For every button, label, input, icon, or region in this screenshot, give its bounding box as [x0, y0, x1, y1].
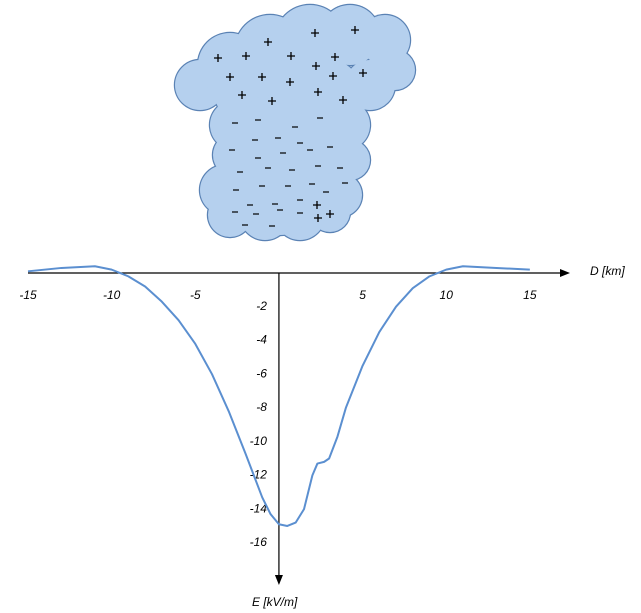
x-tick-label: 15: [523, 288, 537, 302]
y-tick-label: -14: [250, 501, 268, 515]
x-tick-label: -10: [103, 288, 121, 302]
cloud: [173, 3, 417, 242]
plus-sign: [331, 53, 339, 61]
data-line: [27, 265, 530, 527]
y-tick-label: -2: [256, 299, 267, 313]
x-tick-label: -5: [190, 288, 201, 302]
y-tick-label: -16: [250, 535, 268, 549]
plus-sign: [329, 72, 337, 80]
y-axis-label: E [kV/m]: [252, 595, 298, 609]
cloud-fill: [285, 105, 355, 175]
plus-sign: [287, 52, 295, 60]
plus-sign: [314, 88, 322, 96]
plus-sign: [238, 91, 246, 99]
cloud-fill: [245, 165, 315, 235]
cloud-fill: [225, 105, 295, 175]
plus-sign: [226, 73, 234, 81]
plus-sign: [314, 214, 322, 222]
x-tick-label: 5: [359, 288, 366, 302]
plus-sign: [326, 210, 334, 218]
y-tick-label: -6: [256, 366, 267, 380]
plus-sign: [312, 62, 320, 70]
cloud-fill: [208, 193, 252, 237]
plus-sign: [311, 29, 319, 37]
plus-sign: [286, 78, 294, 86]
y-axis-arrow: [274, 575, 283, 585]
plus-sign: [258, 73, 266, 81]
x-tick-label: -15: [19, 288, 37, 302]
y-tick-label: -8: [256, 400, 267, 414]
x-axis-arrow: [560, 269, 570, 277]
x-axis-label: D [km]: [590, 264, 625, 278]
plus-sign: [351, 26, 359, 34]
plus-sign: [359, 69, 367, 77]
x-tick-label: 10: [440, 288, 454, 302]
y-tick-label: -4: [256, 333, 267, 347]
plus-sign: [242, 52, 250, 60]
plus-sign: [268, 97, 276, 105]
y-tick-label: -10: [250, 434, 268, 448]
plus-sign: [339, 96, 347, 104]
plus-sign: [214, 54, 222, 62]
plus-sign: [313, 201, 321, 209]
plus-sign: [264, 38, 272, 46]
